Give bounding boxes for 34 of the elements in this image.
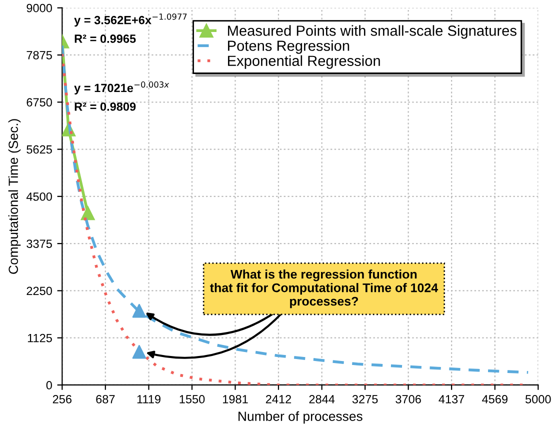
point — [132, 304, 146, 318]
y-tick-label: 3375 — [26, 240, 52, 248]
y-tick-label: 9000 — [26, 4, 52, 12]
y-tick-label: 6750 — [26, 98, 52, 107]
legend-label: Potens Regression — [228, 40, 350, 54]
y-tick-label: 5625 — [26, 145, 52, 154]
x-tick-label: 2844 — [309, 395, 335, 404]
y-tick-label: 7875 — [26, 51, 52, 60]
x-tick-label: 256 — [52, 395, 72, 404]
annotation: R² = 0.9809 — [74, 102, 136, 111]
x-tick-label: 3275 — [352, 395, 378, 404]
x-tick-label: 2412 — [266, 395, 292, 404]
y-tick-label: 2250 — [26, 286, 52, 296]
point — [80, 206, 95, 220]
annotation: R² = 0.9965 — [74, 34, 136, 43]
y-tick-label: 1125 — [28, 334, 52, 342]
x-axis-title: Number of processes — [238, 411, 362, 424]
x-tick-label: 4569 — [482, 395, 508, 404]
x-tick-label: 687 — [96, 395, 115, 404]
x-tick-label: 1550 — [180, 395, 205, 404]
legend-label: Exponential Regression — [228, 55, 380, 69]
legend-label: Measured Points with small-scale Signatures — [228, 25, 516, 39]
y-tick-label: 4500 — [26, 192, 52, 201]
x-tick-label: 4137 — [438, 395, 464, 404]
x-tick-label: 1981 — [223, 395, 248, 404]
annotation: y = 17021e$^{−0.003x}$ — [74, 81, 170, 94]
y-axis-title: Computational Time (Sec.) — [8, 119, 21, 274]
x-tick-label: 5000 — [526, 395, 551, 404]
x-tick-label: 1119 — [137, 395, 160, 404]
y-tick-label: 0 — [46, 381, 52, 390]
annotation: y = 3.562E+6x$^{−1.0977}$ — [74, 14, 187, 27]
point — [132, 344, 146, 359]
x-tick-label: 3706 — [396, 395, 421, 404]
annotation: What is the regression function that fit for Computational Time of 1024 processes? — [210, 270, 438, 308]
